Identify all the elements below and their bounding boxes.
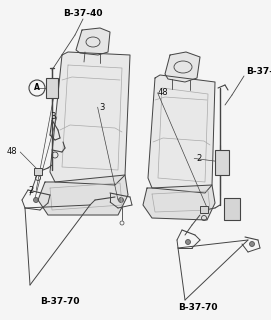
Circle shape <box>250 242 254 246</box>
FancyBboxPatch shape <box>224 198 240 220</box>
Text: 2: 2 <box>28 186 34 195</box>
Polygon shape <box>148 75 215 193</box>
Text: B-37-40: B-37-40 <box>63 10 103 19</box>
Polygon shape <box>50 52 130 185</box>
Circle shape <box>186 239 191 244</box>
Text: B-37-40: B-37-40 <box>246 68 271 76</box>
Text: B-37-70: B-37-70 <box>40 298 80 307</box>
Text: 3: 3 <box>50 112 56 121</box>
Text: A: A <box>34 84 40 92</box>
Text: 3: 3 <box>99 103 104 112</box>
Polygon shape <box>76 28 110 55</box>
FancyBboxPatch shape <box>215 150 229 175</box>
FancyBboxPatch shape <box>46 78 58 98</box>
FancyBboxPatch shape <box>200 206 208 213</box>
FancyBboxPatch shape <box>34 168 42 175</box>
Polygon shape <box>38 175 128 215</box>
Text: 2: 2 <box>196 154 202 163</box>
Text: B-37-70: B-37-70 <box>178 303 218 313</box>
Circle shape <box>118 197 124 203</box>
Polygon shape <box>165 52 200 82</box>
Polygon shape <box>143 185 215 220</box>
Text: 48: 48 <box>7 148 18 156</box>
Circle shape <box>34 197 38 203</box>
Text: 48: 48 <box>157 88 168 97</box>
